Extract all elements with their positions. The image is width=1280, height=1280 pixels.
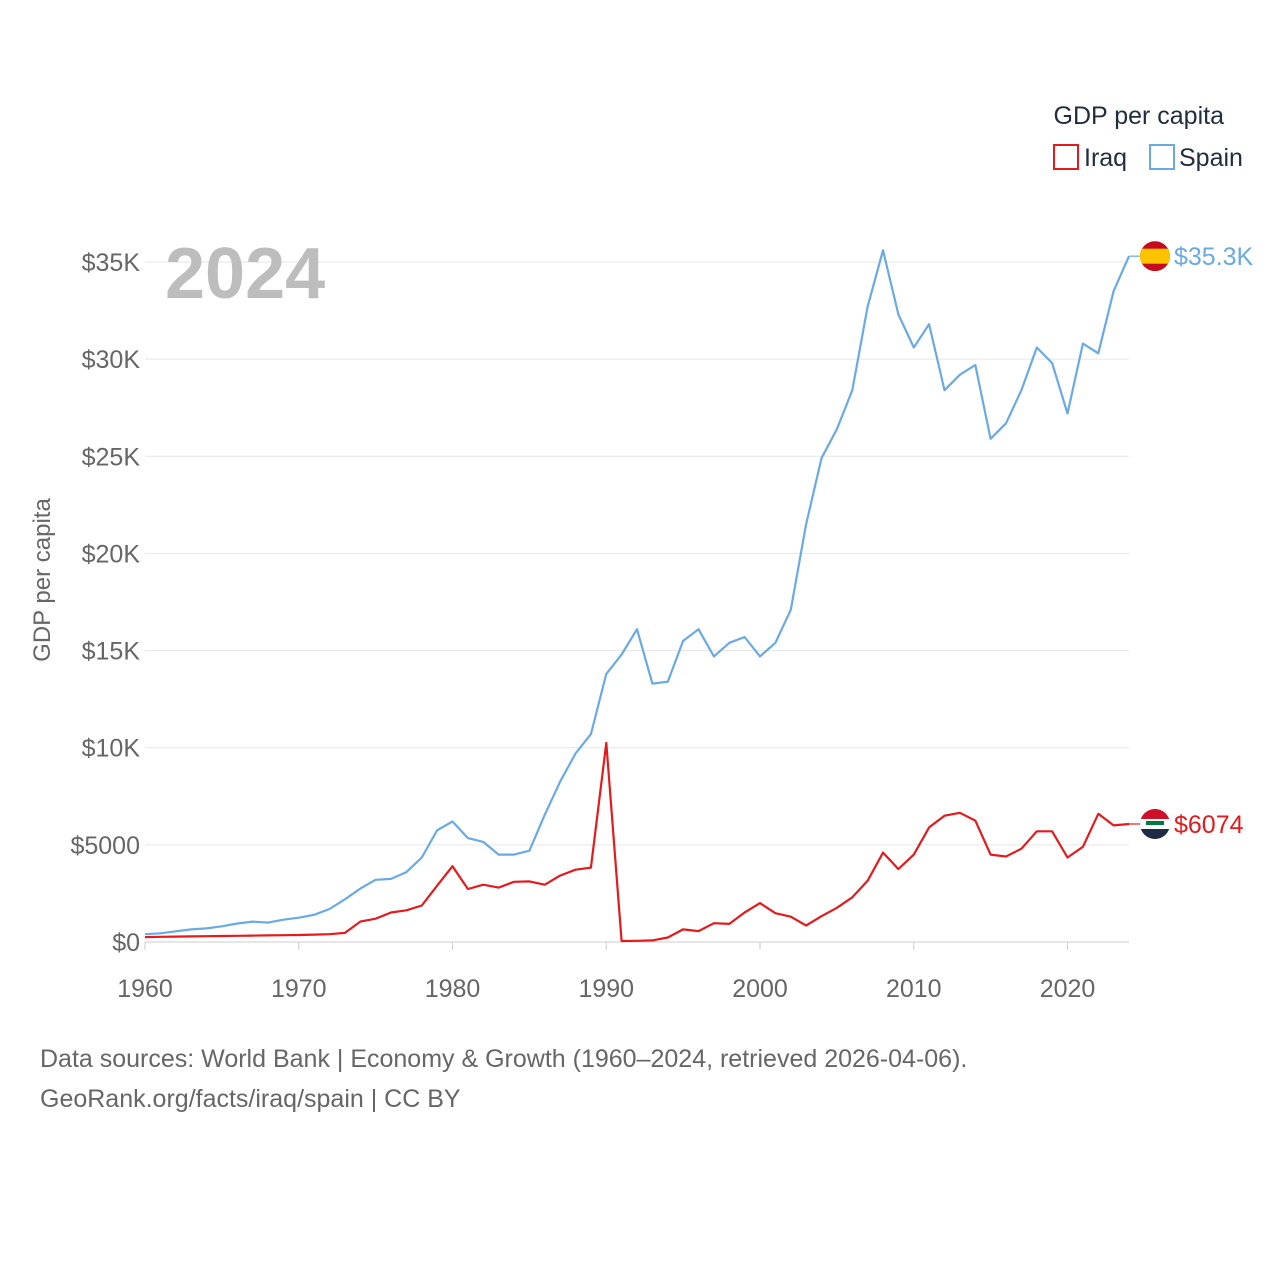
source-note: Data sources: World Bank | Economy & Gro… xyxy=(40,1045,968,1073)
y-tick-label: $0 xyxy=(112,929,140,957)
y-axis-label: GDP per capita xyxy=(29,498,56,662)
gridlines xyxy=(145,261,1129,943)
iraq-end-value: $6074 xyxy=(1174,811,1244,839)
y-axis-ticks: $0 $5000 $10K $15K $20K $25K $30K $35K xyxy=(70,249,140,957)
year-label: 2024 xyxy=(165,234,325,314)
y-tick-label: $25K xyxy=(82,443,141,471)
x-axis-ticks: 1960 1970 1980 1990 2000 2010 2020 xyxy=(117,942,1095,1003)
legend-swatch-iraq xyxy=(1053,144,1079,170)
iraq-flag-icon xyxy=(1140,808,1170,839)
y-tick-label: $20K xyxy=(82,540,141,568)
y-tick-label: $30K xyxy=(82,346,141,374)
x-tick-label: 2020 xyxy=(1040,975,1096,1003)
legend-label-iraq: Iraq xyxy=(1084,144,1127,172)
x-tick-label: 2000 xyxy=(732,975,788,1003)
spain-end-value: $35.3K xyxy=(1174,243,1254,271)
spain-flag-icon xyxy=(1140,241,1170,272)
source-link[interactable]: GeoRank.org/facts/iraq/spain | CC BY xyxy=(40,1085,461,1113)
legend: GDP per capita Iraq Spain xyxy=(1053,102,1243,172)
spain-series-line xyxy=(144,249,1131,936)
y-tick-label: $35K xyxy=(82,249,141,277)
x-tick-label: 2010 xyxy=(886,975,942,1003)
x-tick-label: 1970 xyxy=(271,975,327,1003)
legend-swatch-spain xyxy=(1149,144,1175,170)
series-end-markers: $6074 $35.3K xyxy=(1129,241,1254,839)
x-tick-label: 1980 xyxy=(425,975,481,1003)
iraq-series-line xyxy=(144,741,1130,943)
x-tick-label: 1990 xyxy=(578,975,634,1003)
x-tick-label: 1960 xyxy=(117,975,173,1003)
series-lines xyxy=(144,249,1131,943)
legend-title: GDP per capita xyxy=(1054,102,1225,130)
legend-label-spain: Spain xyxy=(1179,144,1243,172)
y-tick-label: $10K xyxy=(82,735,141,763)
y-tick-label: $15K xyxy=(82,638,141,666)
y-tick-label: $5000 xyxy=(70,832,140,860)
